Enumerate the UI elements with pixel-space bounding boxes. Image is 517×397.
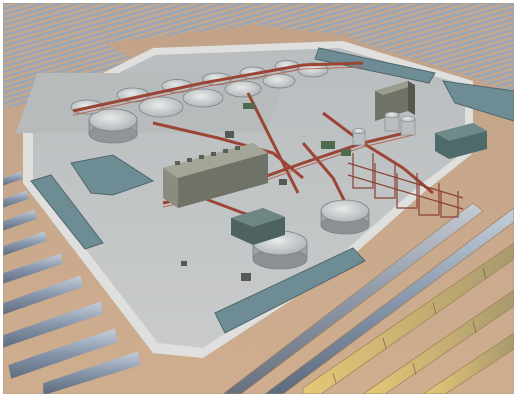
mirror-field-left	[3, 170, 142, 394]
switchyard	[347, 153, 464, 218]
image-caption	[0, 0, 1, 1]
solar-power-plant-rendering	[3, 3, 514, 394]
evaporation-ponds	[30, 47, 514, 334]
mirror-field-right	[222, 202, 514, 394]
green-equipment	[243, 103, 351, 156]
turbine-building	[163, 143, 268, 208]
pump-house	[231, 208, 285, 245]
transformer-building	[435, 123, 487, 159]
cooling-units	[181, 131, 287, 281]
storage-tanks-lower	[252, 199, 370, 270]
mirror-field-far	[3, 3, 514, 108]
small-tanks	[352, 111, 416, 146]
control-building	[375, 81, 415, 121]
